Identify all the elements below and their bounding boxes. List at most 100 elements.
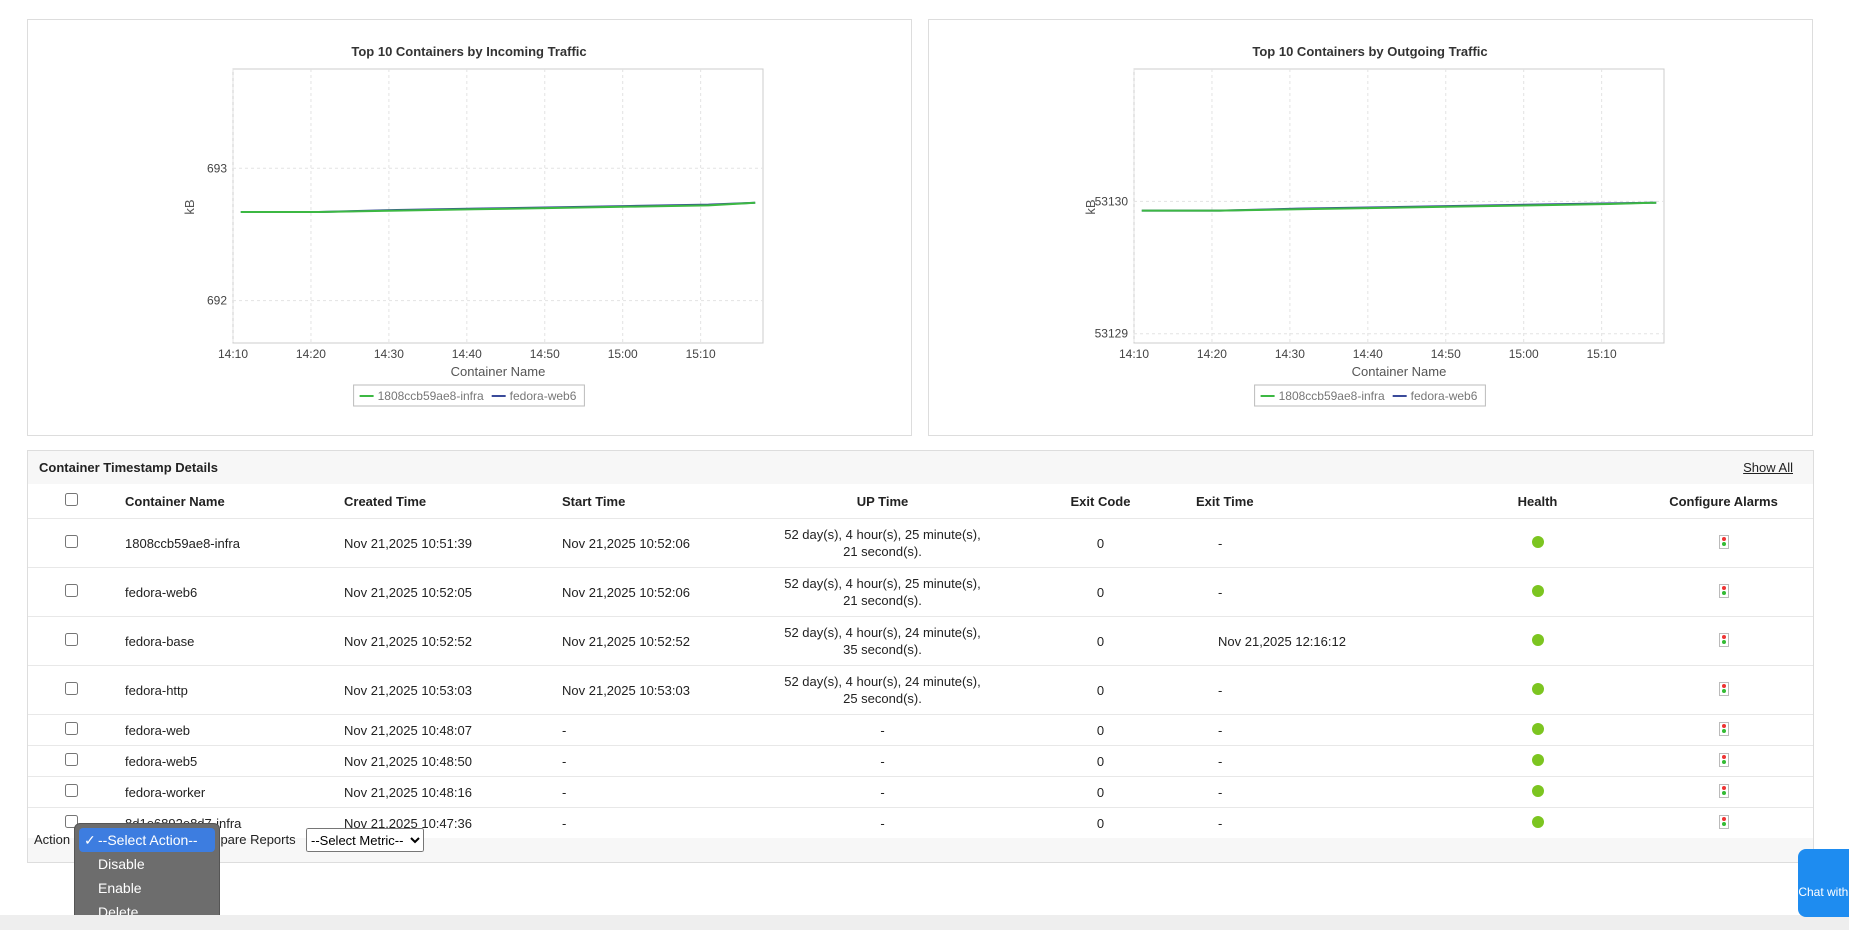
cell: 0 [1015,567,1187,617]
uptime-text: - [880,784,885,800]
cell: Nov 21,2025 10:53:03 [553,665,751,715]
cell: Nov 21,2025 12:16:12 [1187,616,1441,666]
cell: - [553,807,751,838]
alarm-cell [1635,714,1813,746]
alarm-cell [1635,745,1813,777]
table-row: fedora-http Nov 21,2025 10:53:03 Nov 21,20… [28,665,1813,715]
alarm-cell [1635,807,1813,838]
cell: fedora-web [116,714,335,746]
action-option[interactable]: Enable [98,880,142,896]
cell: - [553,776,751,808]
table-row: fedora-web Nov 21,2025 10:48:07- -0- [28,714,1813,746]
row-select [28,714,116,746]
legend-label: fedora-web6 [510,389,577,403]
cell: Nov 21,2025 10:52:52 [335,616,553,666]
uptime-text: - [880,753,885,769]
row-select [28,567,116,617]
chart-panel: Top 10 Containers by Outgoing Traffic 14:… [928,19,1813,436]
chart: Top 10 Containers by Outgoing Traffic 14:… [1083,44,1665,407]
action-option[interactable]: --Select Action-- [79,828,215,852]
row-checkbox[interactable] [65,784,78,797]
alarm-icon[interactable] [1718,534,1729,549]
cell: fedora-worker [116,776,335,808]
legend-label: 1808ccb59ae8-infra [1279,389,1385,403]
cell: Nov 21,2025 10:48:07 [335,714,553,746]
cell: - [553,745,751,777]
x-tick-label: 14:20 [1197,347,1227,361]
legend: 1808ccb59ae8-infra fedora-web6 [1254,384,1486,407]
action-bar: Action Compare Reports --Select Metric-- [28,819,1813,862]
cell: - [1187,807,1441,838]
uptime-text: 52 day(s), 4 hour(s), 25 minute(s), 21 s… [784,576,981,608]
legend-box [353,384,585,407]
select-all [28,484,116,519]
health-cell [1441,714,1635,746]
cell: - [751,776,1015,808]
cell: Nov 21,2025 10:52:06 [553,567,751,617]
row-checkbox[interactable] [65,722,78,735]
cell: - [1187,665,1441,715]
alarm-icon[interactable] [1718,783,1729,798]
cell: - [751,745,1015,777]
alarm-icon[interactable] [1718,752,1729,767]
y-tick-label: 53129 [1095,327,1129,341]
cell: - [553,714,751,746]
section-header: Container Timestamp Details Show All [28,451,1813,484]
row-select [28,518,116,568]
cell: 52 day(s), 4 hour(s), 25 minute(s), 21 s… [751,567,1015,617]
column-header: Start Time [562,493,626,509]
health-cell [1441,776,1635,808]
cell: fedora-web5 [116,745,335,777]
x-tick-label: 14:10 [1119,347,1149,361]
row-checkbox[interactable] [65,584,78,597]
cell: 52 day(s), 4 hour(s), 25 minute(s), 21 s… [751,518,1015,568]
column-header: Created Time [344,493,427,509]
x-tick-label: 14:40 [452,347,482,361]
series-line [240,201,756,213]
x-axis-label: Container Name [451,364,546,379]
chat-widget[interactable]: Chat with us! [1798,849,1849,917]
health-dot [1531,633,1544,646]
column-header: UP Time [856,493,909,509]
alarm-icon[interactable] [1718,721,1729,736]
select-all-checkbox[interactable] [65,493,78,506]
metric-select[interactable]: --Select Metric-- [306,828,424,852]
cell: 1808ccb59ae8-infra [116,518,335,568]
action-option[interactable]: Disable [98,856,145,872]
y-tick-label: 53130 [1095,194,1129,208]
x-tick-label: 14:30 [1275,347,1305,361]
cell: 0 [1015,616,1187,666]
row-checkbox[interactable] [65,682,78,695]
health-cell [1441,567,1635,617]
health-dot [1531,815,1544,828]
cell: 0 [1015,714,1187,746]
x-tick-label: 14:50 [1431,347,1461,361]
x-tick-label: 14:50 [530,347,560,361]
cell: Nov 21,2025 10:53:03 [335,665,553,715]
legend-label: fedora-web6 [1411,389,1478,403]
alarm-icon[interactable] [1718,814,1729,829]
alarm-icon[interactable] [1718,632,1729,647]
column-header: Configure Alarms [1669,493,1778,509]
table-row: fedora-web5 Nov 21,2025 10:48:50- -0- [28,745,1813,777]
chart-title: Top 10 Containers by Outgoing Traffic [1252,44,1487,59]
health-cell [1441,518,1635,568]
row-checkbox[interactable] [65,535,78,548]
cell: Nov 21,2025 10:48:16 [335,776,553,808]
x-tick-label: 14:20 [296,347,326,361]
show-all-link[interactable]: Show All [1743,460,1793,475]
cell: 0 [1015,776,1187,808]
alarm-icon[interactable] [1718,681,1729,696]
header-row: Container Name Created Time Start Time UP T… [28,484,1813,519]
row-checkbox[interactable] [65,633,78,646]
column-header: Exit Code [1070,493,1131,509]
uptime-text: 52 day(s), 4 hour(s), 24 minute(s), 35 s… [784,625,981,657]
row-select [28,745,116,777]
health-cell [1441,616,1635,666]
legend-box [1254,384,1486,407]
table-row: fedora-worker Nov 21,2025 10:48:16- -0- [28,776,1813,808]
row-checkbox[interactable] [65,753,78,766]
alarm-icon[interactable] [1718,583,1729,598]
uptime-text: 52 day(s), 4 hour(s), 25 minute(s), 21 s… [784,527,981,559]
